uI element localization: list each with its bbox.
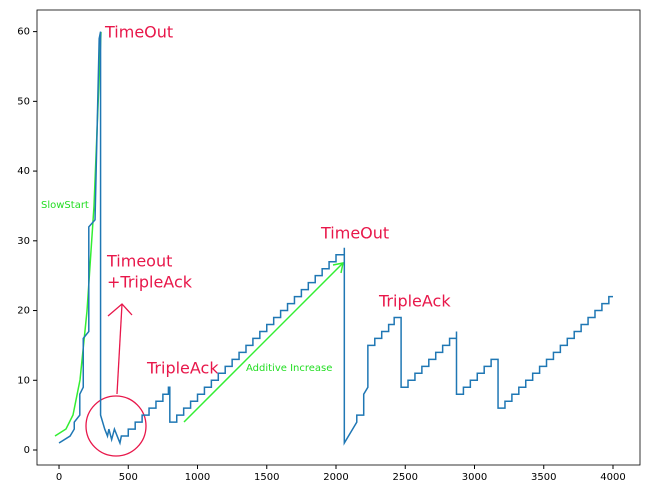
y-tick-label: 0 (24, 445, 30, 456)
additive-arrowhead (332, 262, 344, 274)
x-tick-label: 500 (119, 472, 138, 483)
series-line (58, 31, 613, 446)
annotation: SlowStart (41, 200, 89, 211)
red-arrowhead (107, 303, 133, 317)
annotation: TripleAck (378, 292, 451, 311)
x-tick-label: 1500 (254, 472, 279, 483)
annotation: TripleAck (146, 359, 219, 378)
y-tick-label: 50 (17, 96, 30, 107)
annotation: TimeOut (320, 224, 389, 243)
y-tick-label: 10 (17, 375, 30, 386)
x-tick-label: 2500 (393, 472, 418, 483)
y-tick-label: 40 (17, 166, 30, 177)
highlight-circle (85, 395, 147, 457)
x-tick-label: 3000 (462, 472, 487, 483)
y-tick-label: 60 (17, 27, 30, 38)
x-tick-label: 3500 (531, 472, 556, 483)
y-tick-label: 20 (17, 306, 30, 317)
plot-frame (36, 9, 641, 466)
x-tick-label: 0 (56, 472, 62, 483)
x-tick-label: 4000 (600, 472, 625, 483)
y-tick-label: 30 (17, 236, 30, 247)
annotation: +TripleAck (107, 273, 193, 292)
annotation: Timeout (106, 252, 172, 271)
additive-arrow (183, 262, 344, 423)
x-tick-label: 1000 (185, 472, 210, 483)
x-tick-label: 2000 (323, 472, 348, 483)
slowstart-curve (54, 31, 102, 437)
red-arrow (116, 303, 123, 395)
annotation: TimeOut (104, 23, 173, 42)
annotation: Additive Increase (246, 363, 332, 374)
